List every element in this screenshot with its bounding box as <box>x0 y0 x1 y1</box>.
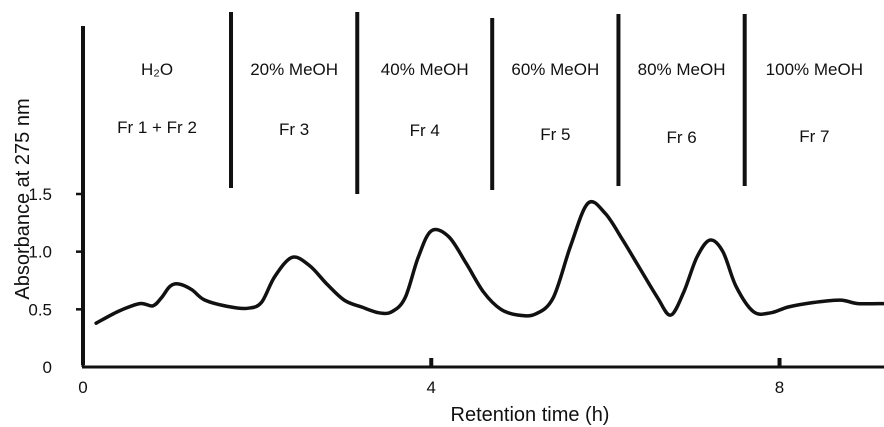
x-tick-label: 4 <box>427 378 436 397</box>
solvent-label: 40% MeOH <box>381 60 469 79</box>
solvent-label: 20% MeOH <box>250 60 338 79</box>
fraction-label: Fr 1 + Fr 2 <box>117 118 197 137</box>
x-axis-title: Retention time (h) <box>451 404 610 426</box>
fraction-label: Fr 3 <box>279 120 309 139</box>
solvent-label: 60% MeOH <box>511 60 599 79</box>
solvent-label: 80% MeOH <box>638 60 726 79</box>
y-tick-label: 1.0 <box>28 243 52 262</box>
y-tick-label: 1.5 <box>28 185 52 204</box>
absorbance-series-line <box>94 199 884 325</box>
solvent-label: H₂O <box>141 60 173 79</box>
y-ticks: 0 0.5 1.0 1.5 <box>28 185 83 377</box>
y-axis-title: Absorbance at 275 nm <box>12 98 34 299</box>
solvent-label: 100% MeOH <box>766 60 863 79</box>
fraction-label: Fr 7 <box>799 127 829 146</box>
x-tick-label: 8 <box>775 378 784 397</box>
x-tick-label: 0 <box>78 378 87 397</box>
fraction-label: Fr 4 <box>410 121 440 140</box>
fraction-labels: H₂O Fr 1 + Fr 2 20% MeOH Fr 3 40% MeOH Fr 4 60… <box>117 60 863 147</box>
fraction-label: Fr 6 <box>666 128 696 147</box>
fraction-bars <box>81 12 747 365</box>
y-tick-label: 0.5 <box>28 300 52 319</box>
y-tick-label: 0 <box>43 358 52 377</box>
fraction-label: Fr 5 <box>540 125 570 144</box>
x-ticks: 0 4 8 <box>78 358 784 397</box>
